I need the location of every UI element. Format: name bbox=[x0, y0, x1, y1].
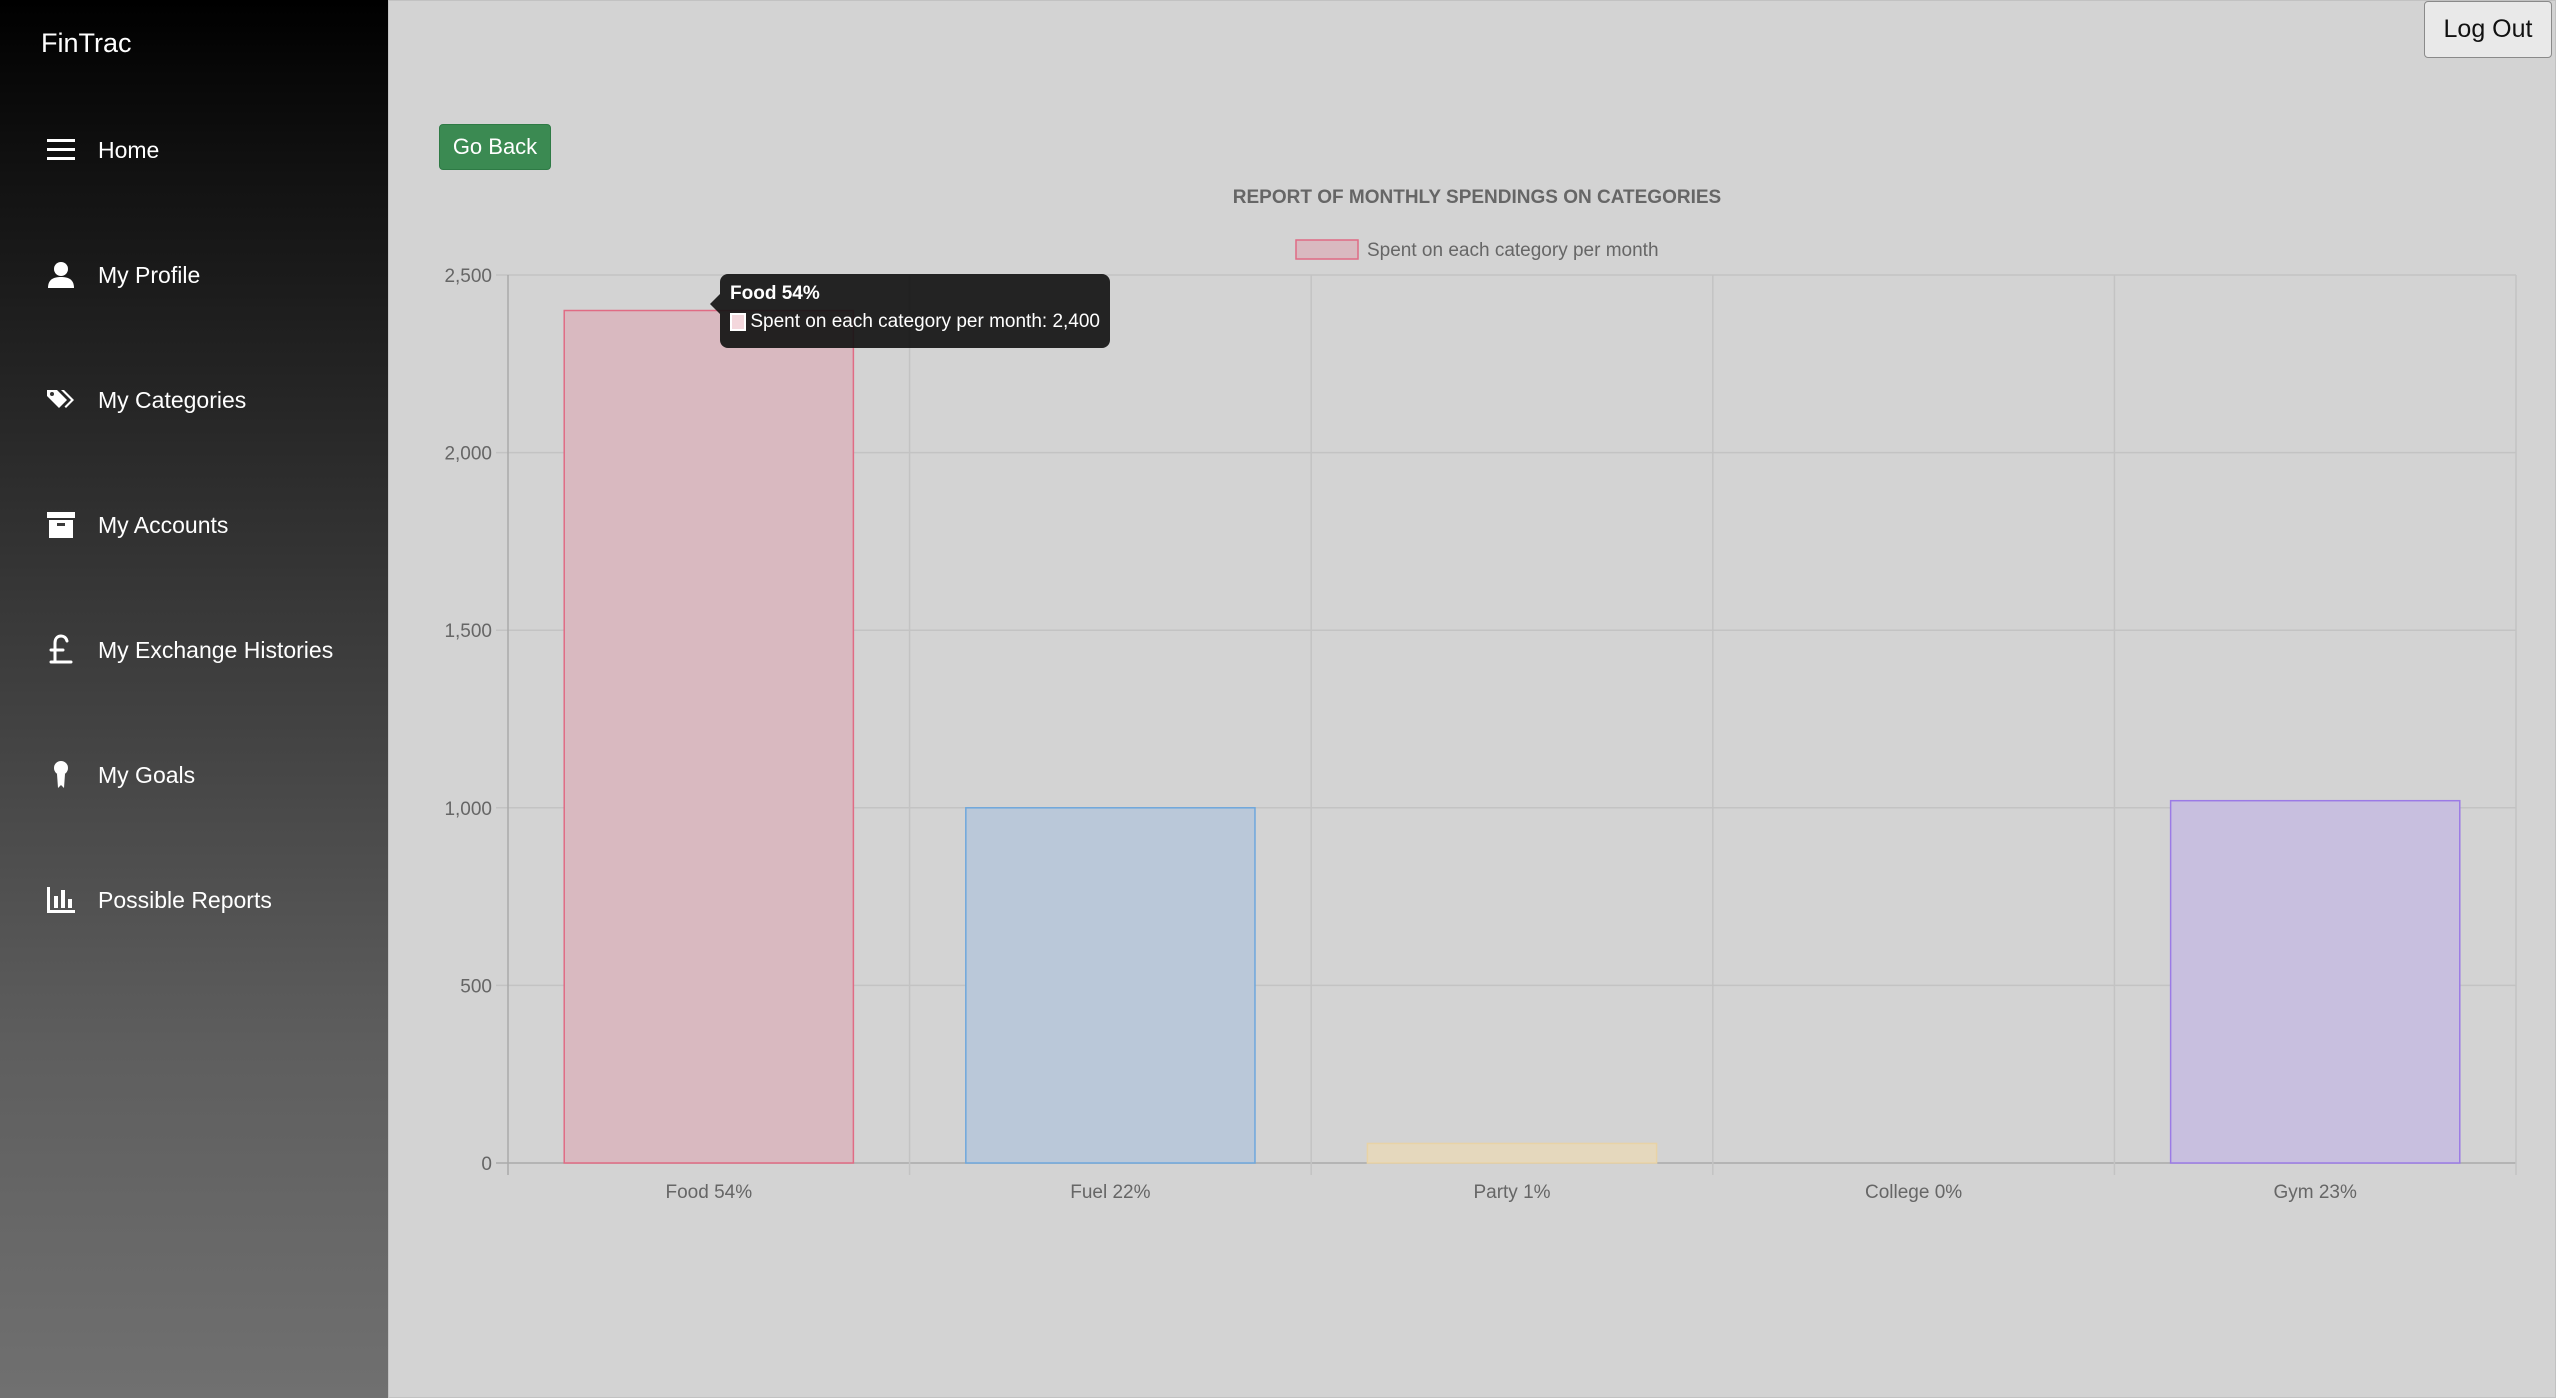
bar bbox=[1366, 1142, 1658, 1164]
sidebar-item-label: My Exchange Histories bbox=[98, 636, 334, 663]
bar bbox=[965, 807, 1256, 1164]
chart-tooltip: Food 54% Spent on each category per mont… bbox=[710, 274, 1110, 348]
sidebar-item-label: Home bbox=[98, 136, 160, 163]
sidebar-item-label: Possible Reports bbox=[98, 886, 272, 913]
x-tick-label: Fuel 22% bbox=[1070, 1182, 1150, 1203]
chart-title: REPORT OF MONTHLY SPENDINGS ON CATEGORIE… bbox=[1233, 187, 1721, 208]
logout-button[interactable]: Log Out bbox=[2424, 1, 2552, 58]
x-tick-label: Gym 23% bbox=[2273, 1182, 2357, 1203]
award-icon bbox=[44, 758, 78, 792]
archive-icon bbox=[44, 508, 78, 542]
x-tick-label: Food 54% bbox=[665, 1182, 752, 1203]
user-icon bbox=[44, 258, 78, 292]
y-tick-label: 2,500 bbox=[444, 266, 492, 287]
y-tick-label: 1,500 bbox=[444, 621, 492, 642]
bar-chart-icon bbox=[44, 883, 78, 917]
sidebar-item-my-profile[interactable]: My Profile bbox=[44, 250, 374, 300]
sidebar-item-my-exchange-histories[interactable]: My Exchange Histories bbox=[44, 625, 374, 675]
brand-logo[interactable]: FinTrac bbox=[41, 28, 132, 58]
sidebar-item-my-goals[interactable]: My Goals bbox=[44, 750, 374, 800]
legend-swatch[interactable] bbox=[1295, 239, 1359, 260]
sidebar-item-home[interactable]: Home bbox=[44, 125, 374, 175]
sidebar-item-my-categories[interactable]: My Categories bbox=[44, 375, 374, 425]
pound-icon bbox=[44, 633, 78, 667]
y-tick-label: 500 bbox=[460, 976, 492, 997]
tooltip-title: Food 54% bbox=[730, 283, 820, 304]
tooltip-swatch bbox=[730, 313, 747, 331]
bar bbox=[2169, 799, 2461, 1164]
x-tick-label: College 0% bbox=[1865, 1182, 1962, 1203]
bar bbox=[563, 309, 855, 1164]
sidebar-item-my-accounts[interactable]: My Accounts bbox=[44, 500, 374, 550]
go-back-button[interactable]: Go Back bbox=[439, 124, 551, 170]
y-tick-label: 0 bbox=[481, 1154, 492, 1175]
y-tick-label: 1,000 bbox=[444, 799, 492, 820]
sidebar-item-label: My Goals bbox=[98, 761, 196, 788]
tooltip-value: Spent on each category per month: 2,400 bbox=[750, 311, 1100, 332]
tags-icon bbox=[44, 383, 78, 417]
sidebar-item-possible-reports[interactable]: Possible Reports bbox=[44, 875, 374, 925]
legend-label[interactable]: Spent on each category per month bbox=[1367, 240, 1659, 261]
menu-icon bbox=[44, 133, 78, 167]
sidebar: FinTrac Home My Profile My Categories My… bbox=[0, 0, 388, 1398]
sidebar-item-label: My Categories bbox=[98, 386, 247, 413]
sidebar-item-label: My Accounts bbox=[98, 511, 229, 538]
sidebar-item-label: My Profile bbox=[98, 261, 201, 288]
x-tick-label: Party 1% bbox=[1473, 1182, 1550, 1203]
y-tick-label: 2,000 bbox=[444, 444, 492, 465]
